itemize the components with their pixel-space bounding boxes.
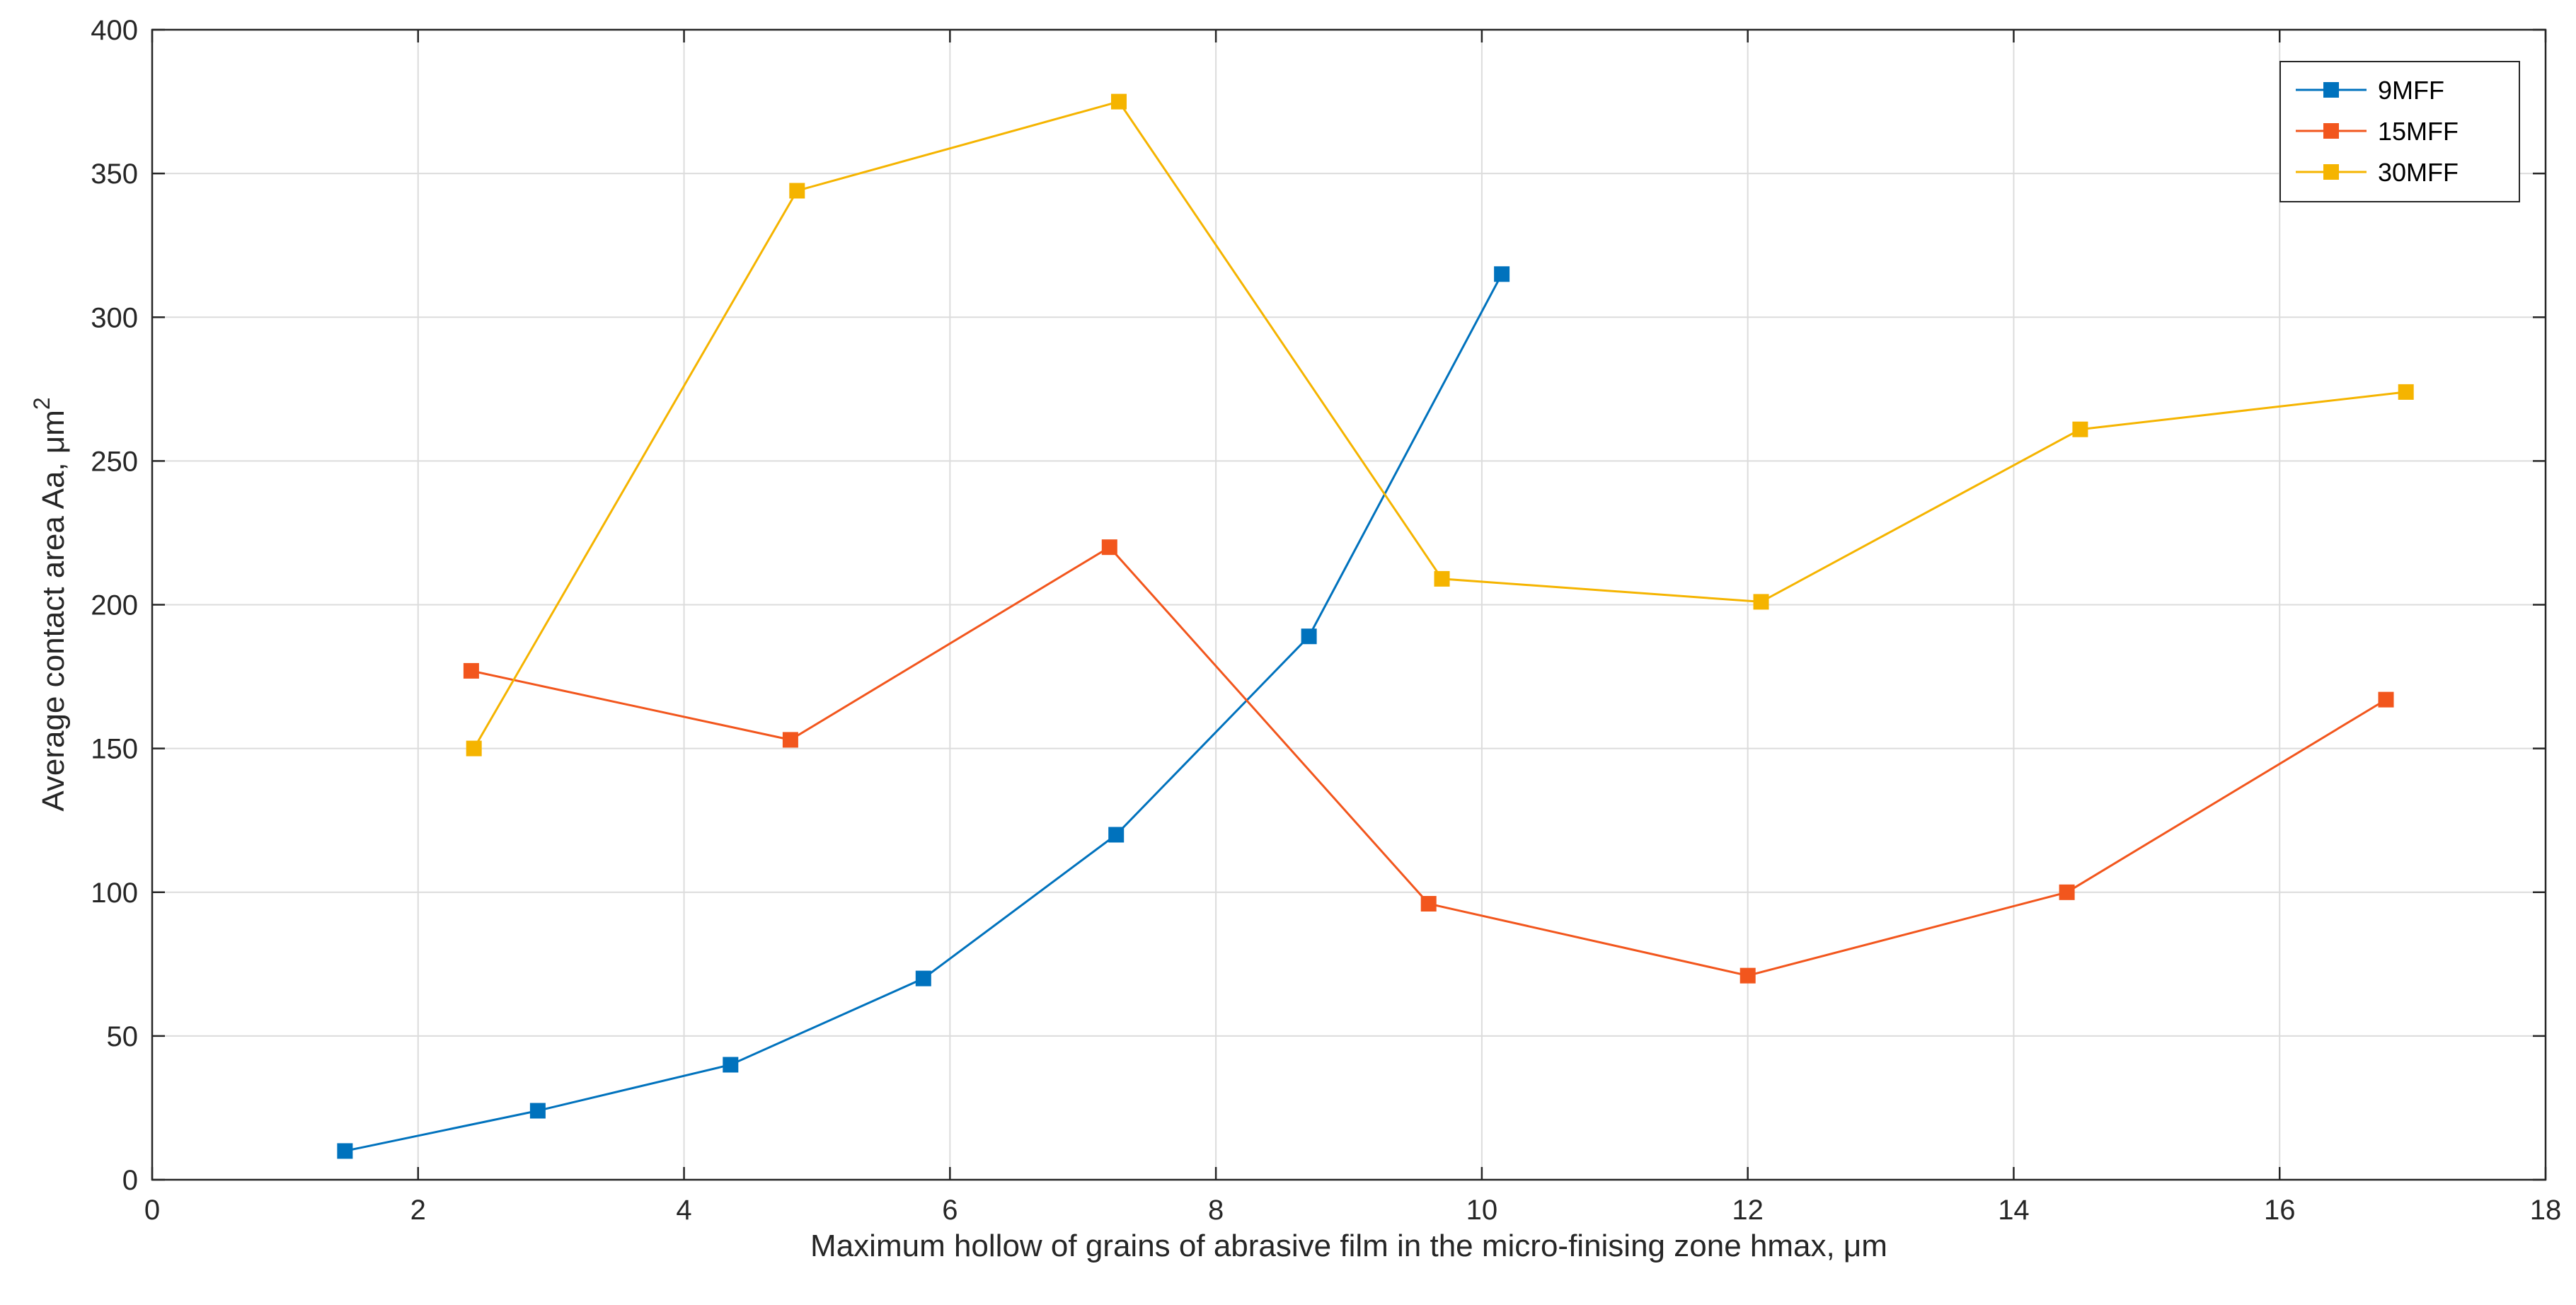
data-point [1420,896,1437,912]
legend-label: 30MFF [2378,158,2459,187]
legend-swatch-marker [2323,123,2339,139]
legend-entry: 9MFF [2296,76,2444,105]
y-tick-label: 200 [91,590,138,621]
y-tick-label: 0 [122,1165,138,1196]
x-tick-label: 4 [676,1195,691,1226]
x-tick-label: 12 [1732,1195,1764,1226]
data-point [1740,967,1756,984]
data-point [466,740,482,757]
data-point [1108,827,1125,843]
series-layer [337,93,2414,1159]
y-axis-label-main: Average contact area Aa, μm [36,410,71,812]
y-tick-label: 250 [91,446,138,477]
x-tick-label: 14 [1998,1195,2030,1226]
x-axis-ticks: 0 2 4 6 8 10 12 14 16 18 [144,30,2561,1226]
y-tick-label: 150 [91,734,138,765]
x-tick-label: 0 [144,1195,160,1226]
series-15MFF [463,539,2394,984]
y-tick-label: 350 [91,159,138,190]
x-axis-label: Maximum hollow of grains of abrasive fil… [810,1229,1887,1263]
series-9MFF [337,266,1510,1159]
data-point [2059,884,2075,900]
data-point [1753,594,1769,610]
y-axis-ticks: 0 50 100 150 200 250 300 350 400 [91,15,2546,1196]
y-tick-label: 100 [91,878,138,909]
data-point [2398,384,2414,400]
data-point [1111,93,1127,110]
data-point [782,732,798,748]
data-point [2378,691,2394,708]
y-axis-label-superscript: 2 [29,397,54,410]
x-tick-label: 2 [410,1195,426,1226]
x-tick-label: 6 [942,1195,958,1226]
data-point [723,1057,739,1073]
data-point [789,183,805,199]
legend-swatch-marker [2323,82,2339,98]
data-point [2072,421,2088,437]
legend-entry: 30MFF [2296,158,2459,187]
data-point [1494,266,1510,282]
data-point [1101,539,1117,556]
data-point [1301,628,1317,645]
y-tick-label: 50 [107,1021,139,1052]
y-axis-label: Average contact area Aa, μm2 [29,397,71,811]
data-point [915,970,931,987]
legend-entry: 15MFF [2296,117,2459,146]
data-point [463,662,479,679]
x-tick-label: 8 [1208,1195,1224,1226]
x-tick-label: 18 [2530,1195,2562,1226]
legend-label: 15MFF [2378,117,2459,146]
legend-label: 9MFF [2378,76,2444,105]
y-tick-label: 400 [91,15,138,46]
legend: 9MFF 15MFF 30MFF [2279,61,2520,202]
y-tick-label: 300 [91,302,138,333]
x-tick-label: 16 [2264,1195,2296,1226]
data-point [529,1103,546,1119]
legend-swatch-marker [2323,164,2339,180]
data-point [1434,570,1450,587]
data-point [337,1143,353,1159]
series-30MFF [466,93,2414,757]
x-tick-label: 10 [1466,1195,1498,1226]
